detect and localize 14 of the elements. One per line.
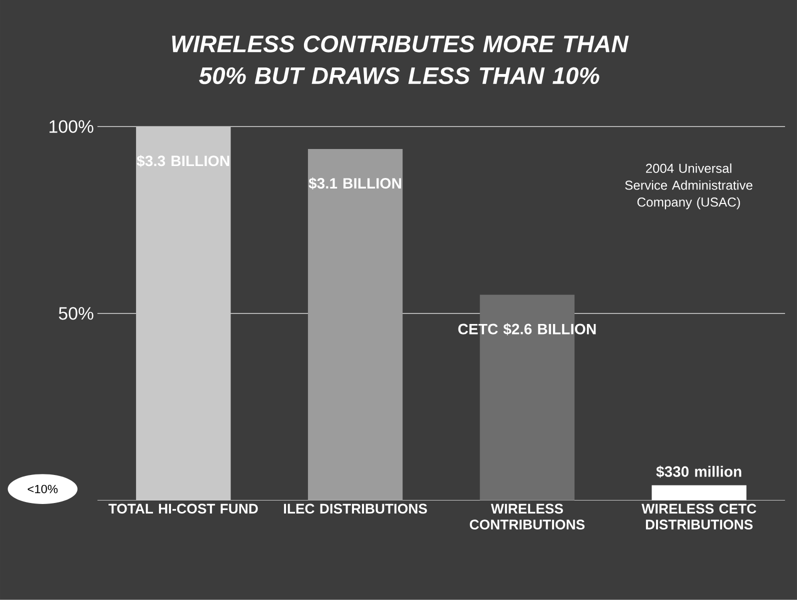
bar: [136, 126, 231, 500]
text: <10%: [28, 484, 58, 494]
x-tick-label: ILEC DISTRIBUTIONS: [284, 504, 427, 514]
chart-title: WIRELESS CONTRIBUTES MORE THAN 50% BUT DRAWS LESS THAN 10%: [172, 36, 629, 84]
x-tick-label: WIRELESS CONTRIBUTIONS: [470, 504, 585, 530]
annotation: CETC $2.6 BILLION: [458, 323, 596, 336]
annotation: 2004 Universal Service Administrative Company (USAC): [625, 163, 752, 210]
bar: [308, 149, 403, 500]
x-tick-label: WIRELESS CETC DISTRIBUTIONS: [642, 504, 756, 530]
x-tick-label: TOTAL HI-COST FUND: [108, 504, 258, 514]
y-tick-label: 100%: [50, 120, 94, 133]
annotation: $3.1 BILLION: [308, 177, 402, 190]
annotation: $330 million: [656, 466, 742, 478]
y-tick-label: 50%: [58, 307, 94, 320]
